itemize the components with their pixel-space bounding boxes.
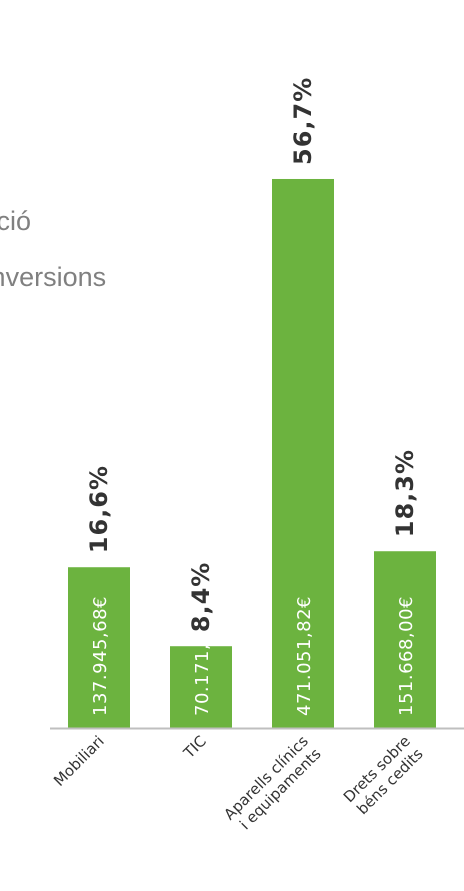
value-label-3: 151.668,00€ <box>396 596 417 716</box>
value-label-1: 70.171,79€ <box>192 608 213 716</box>
category-label-1-line-0: TIC <box>179 732 209 762</box>
bar-0 <box>68 567 130 728</box>
value-label-0: 137.945,68€ <box>90 596 111 716</box>
percent-label-3: 18,3% <box>391 449 419 537</box>
percent-label-2: 56,7% <box>289 77 317 165</box>
percent-label-0: 16,6% <box>85 465 113 553</box>
chart-title-line-2: de les inversions <box>0 262 106 292</box>
chart-title-line-1: Distribució <box>0 206 31 236</box>
category-label-0-line-0: Mobiliari <box>50 732 108 790</box>
bar-2 <box>272 178 334 729</box>
bars-group: 137.945,68€ 16,6% 70.171,79€8,4% 471.051,82… <box>68 77 436 729</box>
bar-3 <box>374 551 436 728</box>
percent-label-1: 8,4% <box>187 562 215 633</box>
bar-1 <box>170 646 232 728</box>
value-label-2: 471.051,82€ <box>294 596 315 716</box>
